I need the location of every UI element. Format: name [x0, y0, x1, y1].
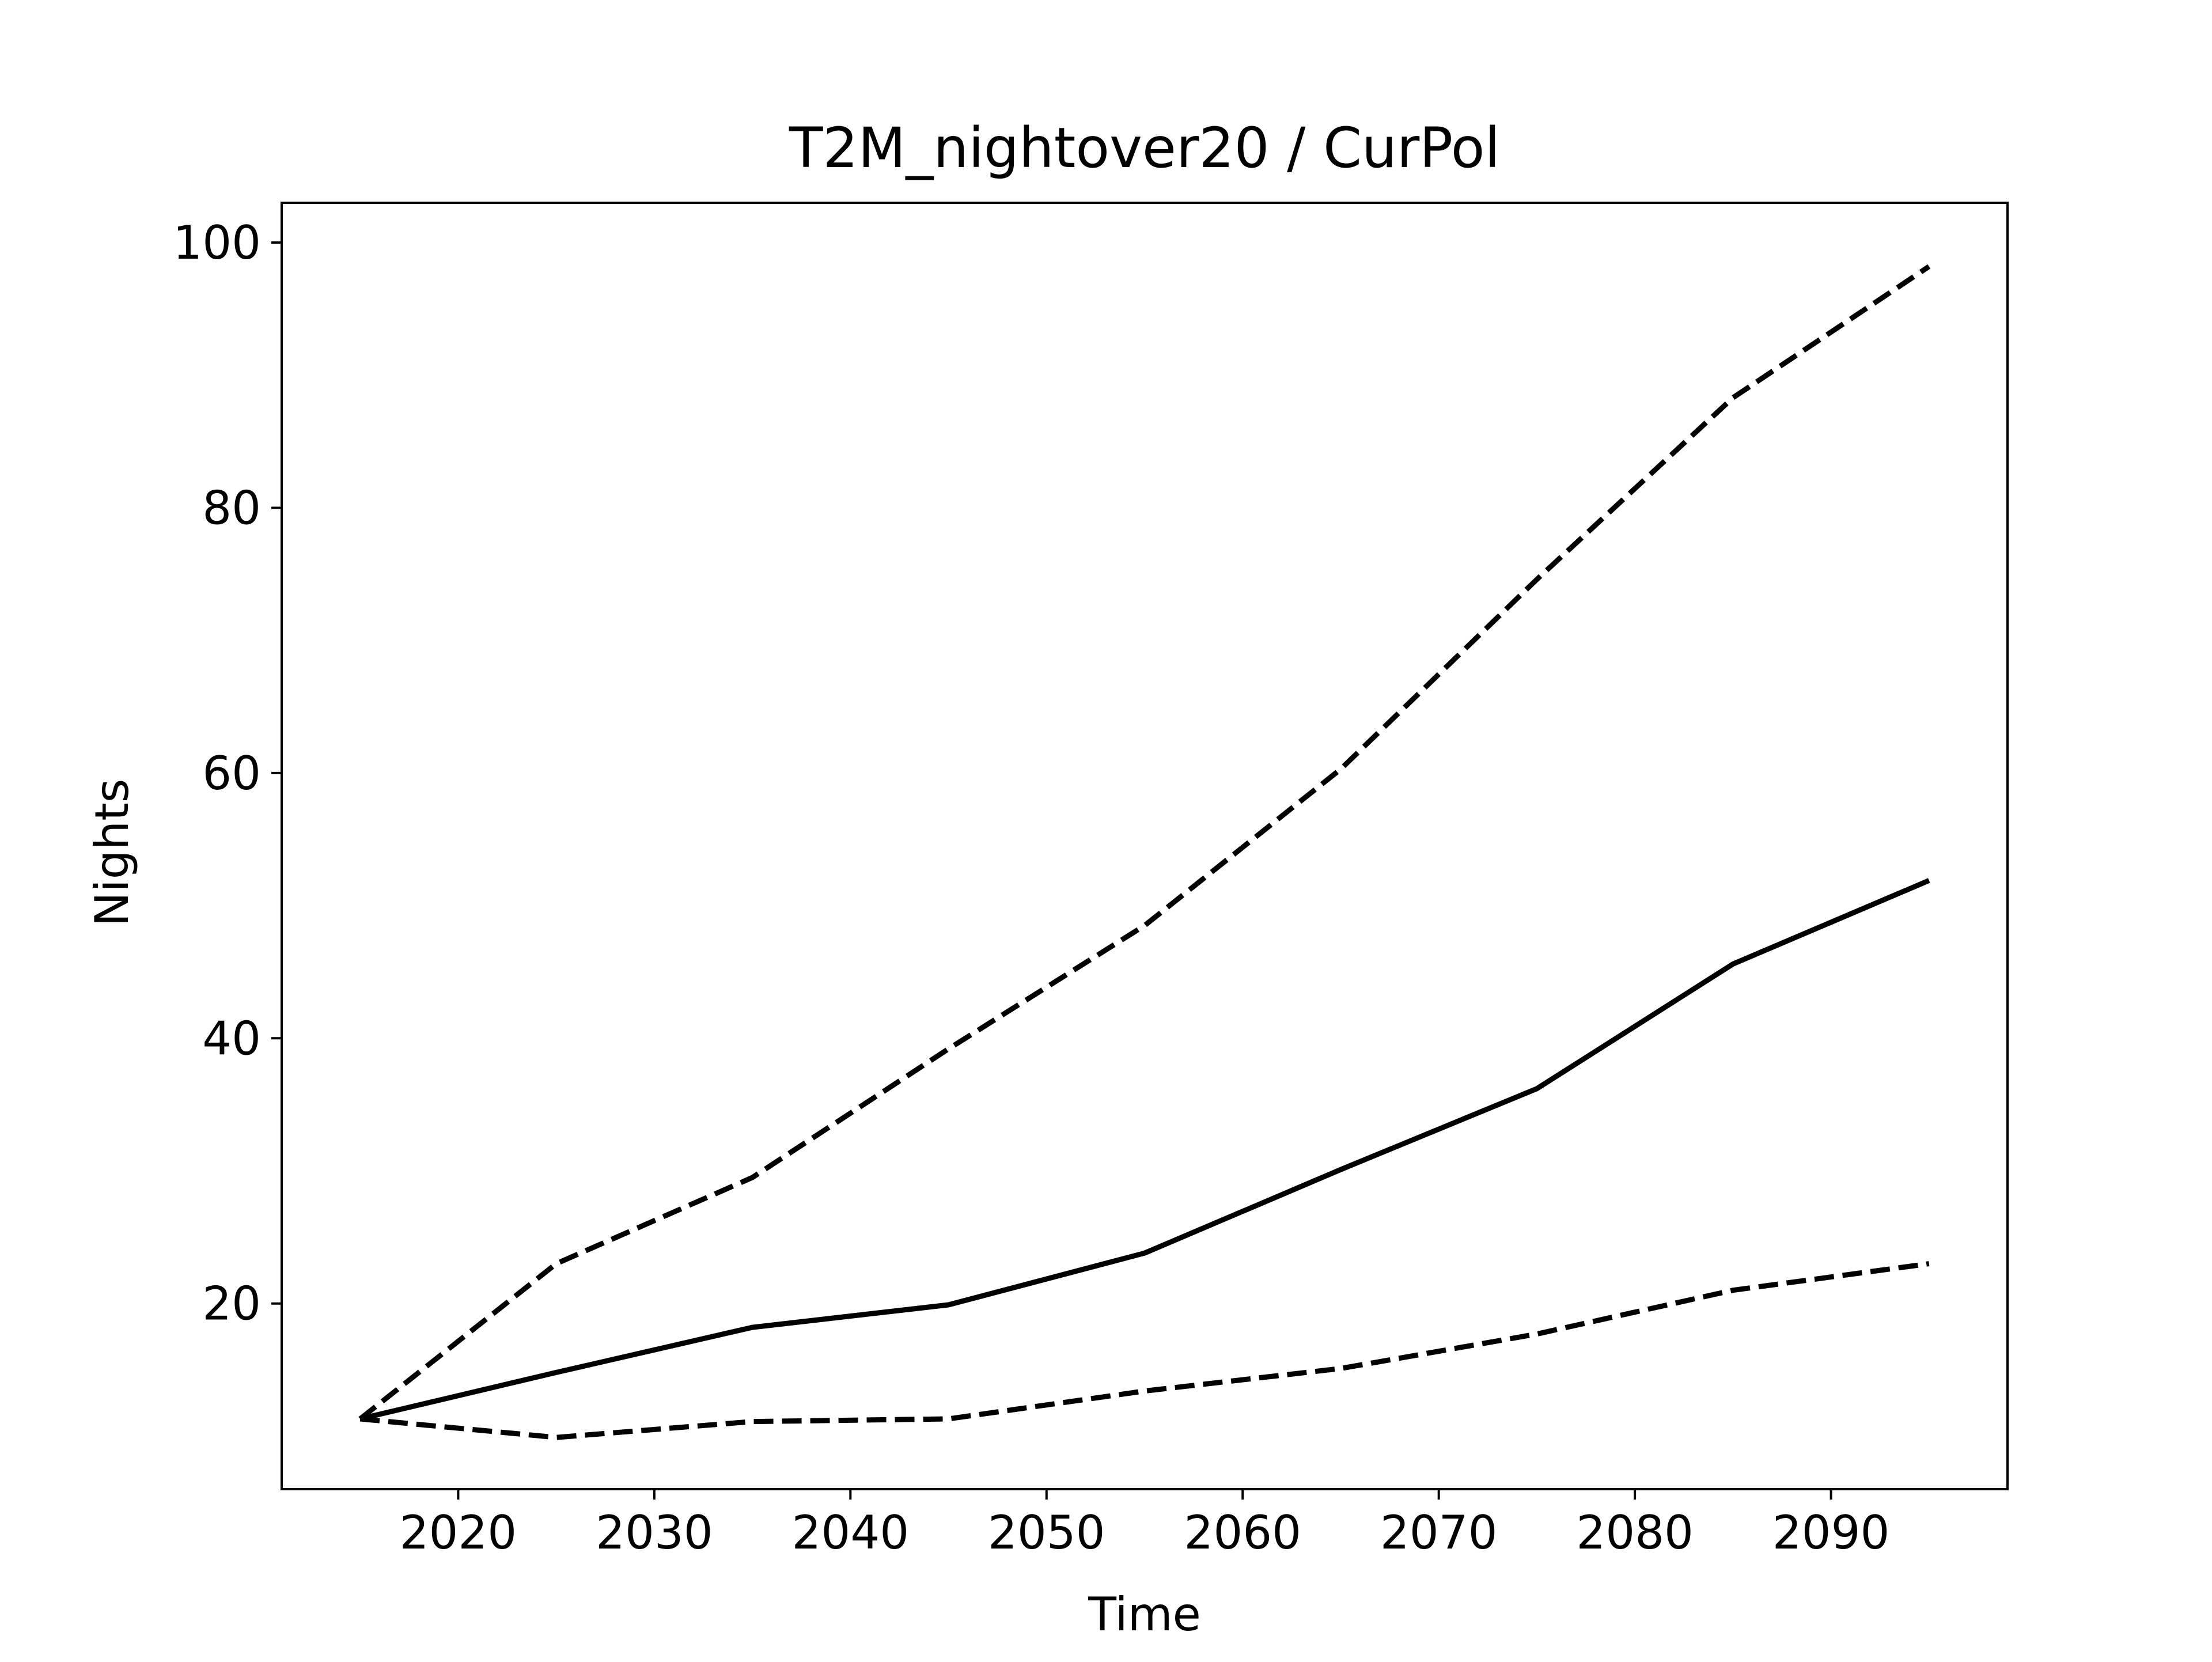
x-tick-label: 2060 [1184, 1506, 1301, 1559]
x-axis-label: Time [1088, 1588, 1201, 1641]
ticks-layer: 2020 2030 2040 2050 2060 2070 2080 209020406080… [173, 216, 1889, 1559]
y-axis-label: Nights [85, 779, 139, 927]
x-tick-label: 2080 [1576, 1506, 1694, 1559]
y-tick-label: 40 [202, 1012, 261, 1065]
x-tick-label: 2090 [1772, 1506, 1890, 1559]
series-line [358, 264, 1931, 1421]
series-1 [359, 878, 1930, 1422]
y-tick-label: 100 [173, 216, 261, 270]
x-tick-label: 2070 [1380, 1506, 1498, 1559]
x-tick-label: 2020 [400, 1506, 517, 1559]
y-tick-label: 80 [202, 481, 261, 535]
series-line [359, 1261, 1930, 1440]
y-tick-label: 20 [202, 1277, 261, 1331]
series-0 [358, 264, 1931, 1421]
x-tick-label: 2040 [792, 1506, 910, 1559]
series-line [359, 878, 1930, 1422]
series-layer [358, 264, 1931, 1440]
y-tick-label: 60 [202, 747, 261, 800]
x-tick-label: 2030 [596, 1506, 713, 1559]
chart-title: T2M_nightover20 / CurPol [789, 116, 1500, 180]
plot-frame [281, 202, 2009, 1490]
series-2 [359, 1261, 1930, 1440]
x-tick-label: 2050 [988, 1506, 1105, 1559]
